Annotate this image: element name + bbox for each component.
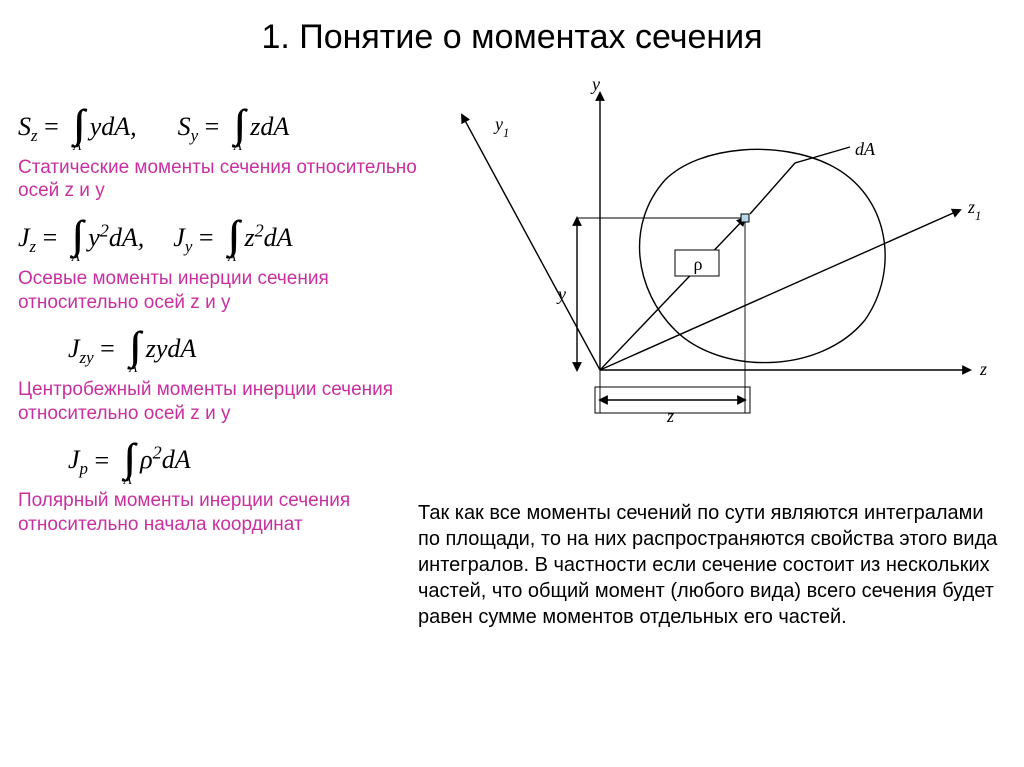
svg-text:z: z [666,406,674,426]
caption-axial-moments: Осевые моменты инерции сечения относител… [18,267,418,315]
jzy-integrand: zydA [146,334,197,363]
iint: ∫∫A [228,106,242,152]
sz-integrand: ydA, [90,112,137,141]
jzy-lhs: Jzy [68,334,94,363]
iint: ∫∫A [222,217,236,263]
equals: = [44,112,65,141]
sy-integrand: zdA [250,112,289,141]
svg-text:z: z [979,359,987,379]
caption-polar-moment: Полярный моменты инерции сечения относит… [18,489,418,537]
iint: ∫∫A [118,440,132,486]
iint: ∫∫A [67,106,81,152]
caption-centrifugal-moment: Центробежный моменты инерции сечения отн… [18,378,418,426]
formula-jp: Jp = ∫∫A ρ2dA [18,440,418,486]
jy-lhs: Jy [173,223,192,252]
caption-static-moments: Статические моменты сечения относительно… [18,156,418,204]
svg-text:y1: y1 [493,114,509,140]
formula-sz-sy: Sz = ∫∫A ydA, Sy = ∫∫A zdA [18,106,418,152]
iint: ∫∫A [123,328,137,374]
formula-jzy: Jzy = ∫∫A zydA [18,328,418,374]
jy-integrand: z2dA [244,223,292,252]
jp-integrand: ρ2dA [140,445,190,474]
iint: ∫∫A [66,217,80,263]
equals: = [205,112,226,141]
page-title: 1. Понятие о моментах сечения [0,18,1024,57]
jz-lhs: Jz [18,223,36,252]
svg-text:dA: dA [855,139,876,159]
svg-text:y: y [556,284,566,304]
formula-jz-jy: Jz = ∫∫A y2dA, Jy = ∫∫A z2dA [18,217,418,263]
svg-text:z1: z1 [967,197,981,223]
svg-text:ρ: ρ [694,254,703,274]
sz-lhs: Sz [18,112,38,141]
svg-text:y: y [590,75,600,94]
section-diagram: z y z1 y1 dA ρ y z [420,75,1010,445]
body-paragraph: Так как все моменты сечений по сути явля… [418,500,1008,630]
jz-integrand: y2dA, [88,223,144,252]
jp-lhs: Jp [68,445,88,474]
left-column: Sz = ∫∫A ydA, Sy = ∫∫A zdA Статические м… [18,100,418,551]
sy-lhs: Sy [178,112,199,141]
